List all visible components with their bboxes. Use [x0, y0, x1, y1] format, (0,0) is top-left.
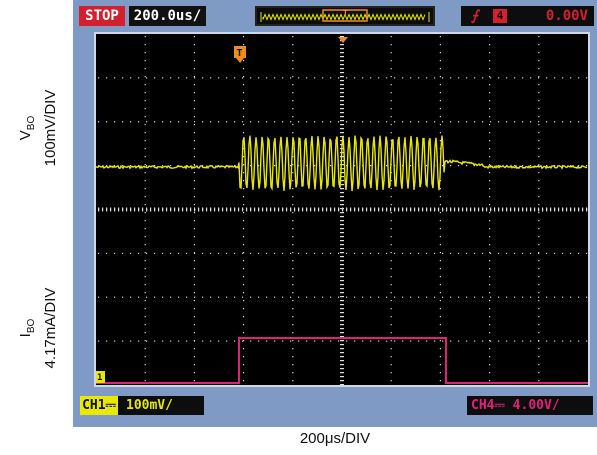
waveform-area: T 1	[96, 36, 588, 385]
time-axis-label: 200μs/DIV	[299, 430, 371, 447]
timebase-readout[interactable]: 200.0us/	[129, 6, 206, 26]
ch1-waveform	[96, 135, 588, 192]
trigger-position-icon[interactable]	[338, 37, 348, 43]
dc-coupling-icon: ⎓	[105, 398, 116, 413]
run-stop-status[interactable]: STOP	[79, 6, 125, 26]
trigger-marker-label: T	[237, 48, 243, 59]
ch1-tag: CH1⎓	[80, 396, 118, 415]
rising-edge-icon: ⨍	[471, 8, 479, 24]
trigger-level: 0.00V	[545, 8, 588, 24]
svg-text:1: 1	[97, 373, 102, 383]
ch1-scale: 100mV/	[126, 398, 173, 413]
ch1-ground-marker-icon[interactable]: 1	[96, 371, 105, 383]
waveform-overview: T	[255, 6, 435, 26]
trigger-channel: 4	[493, 9, 507, 23]
ch1-scale-readout[interactable]: CH1⎓ 100mV/	[80, 396, 204, 415]
trigger-marker-icon[interactable]: T	[234, 46, 246, 63]
ch4-waveform	[96, 337, 588, 384]
trigger-readout[interactable]: ⨍ 4 0.00V	[461, 6, 594, 26]
status-bar: STOP 200.0us/ T ⨍ 4 0.00V	[73, 0, 597, 30]
overview-trigger-marker: T	[343, 9, 348, 18]
graticule	[98, 36, 588, 382]
ch4-scale-readout[interactable]: CH4⎓ 4.00V/	[467, 396, 593, 415]
current-axis-label: IBO 4.17mA/DIV	[17, 287, 59, 369]
center-axes	[98, 36, 588, 385]
overview-waveform-icon: T	[260, 9, 430, 22]
oscilloscope-frame: STOP 200.0us/ T ⨍ 4 0.00V	[73, 0, 597, 427]
channel-bar: CH1⎓ 100mV/ CH4⎓ 4.00V/	[73, 390, 597, 420]
scope-display: T 1	[94, 32, 590, 387]
voltage-axis-label: VBO 100mV/DIV	[17, 89, 59, 167]
